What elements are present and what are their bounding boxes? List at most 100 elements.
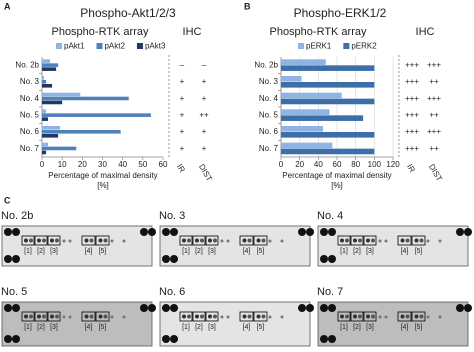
reference-spot: [4, 335, 12, 343]
marker-box: [350, 235, 364, 246]
ihc-score: ++: [429, 110, 439, 119]
ihc-score: +++: [405, 77, 419, 86]
blot-label: No. 2b: [1, 210, 33, 222]
x-tick-label: 80: [351, 160, 360, 169]
spot: [340, 238, 344, 243]
spot: [226, 315, 230, 319]
spot: [24, 314, 28, 319]
blot-label: No. 4: [317, 210, 343, 222]
marker-label: [3]: [366, 248, 374, 255]
marker-label: [2]: [353, 248, 361, 255]
bar: [42, 96, 129, 101]
bar: [42, 84, 53, 88]
legend-label: pERK2: [351, 42, 377, 51]
marker-label: [3]: [50, 248, 58, 255]
category-label: No. 6: [259, 127, 279, 136]
chart-subtitle: Phospho-RTK array: [51, 26, 149, 38]
reference-spot: [170, 304, 178, 312]
marker-box: [81, 311, 96, 322]
spot: [353, 238, 357, 243]
category-label: No. 6: [20, 127, 40, 136]
marker-label: [5]: [415, 324, 423, 331]
legend-label: pAkt2: [104, 42, 125, 51]
reference-spot: [320, 255, 328, 263]
reference-spot: [464, 304, 472, 312]
marker-box: [253, 235, 268, 246]
x-tick-label: 100: [368, 160, 382, 169]
marker-label: [3]: [208, 324, 216, 331]
ihc-score: +++: [427, 60, 441, 69]
spot: [84, 314, 89, 319]
chart-subtitle: Phospho-RTK array: [269, 26, 367, 38]
marker-box: [47, 235, 61, 246]
reference-spot: [12, 255, 20, 263]
ihc-score: +: [202, 94, 207, 103]
spot: [55, 238, 59, 243]
reference-spot: [162, 304, 170, 312]
spot: [226, 239, 230, 243]
ihc-score: +: [202, 127, 207, 136]
blot-label: No. 5: [1, 286, 27, 298]
reference-spot: [328, 335, 336, 343]
bar: [42, 67, 57, 71]
category-label: No. 7: [20, 144, 40, 153]
spot: [400, 238, 405, 243]
spot: [256, 238, 261, 243]
ihc-column: IR: [175, 163, 187, 175]
marker-box: [337, 311, 351, 322]
ihc-score: ++: [429, 144, 439, 153]
spot: [42, 238, 46, 243]
spot: [200, 238, 204, 243]
marker-box: [179, 235, 193, 246]
spot: [220, 315, 224, 319]
spot: [405, 314, 410, 319]
bar: [281, 92, 342, 99]
spot: [98, 238, 103, 243]
spot: [98, 314, 103, 319]
spot: [37, 314, 41, 319]
spot: [400, 314, 405, 319]
spot: [247, 238, 252, 243]
x-tick-label: 0: [40, 160, 45, 169]
bar: [281, 148, 375, 155]
legend-swatch: [343, 43, 350, 49]
marker-box: [363, 235, 377, 246]
x-tick-label: 20: [295, 160, 304, 169]
spot: [62, 315, 66, 319]
reference-spot: [148, 228, 156, 236]
marker-box: [239, 311, 254, 322]
bar: [42, 59, 51, 63]
spot: [213, 238, 217, 243]
chart-title: Phospho-ERK1/2: [294, 6, 387, 20]
ihc-score: +++: [405, 144, 419, 153]
ihc-score: +: [180, 144, 185, 153]
x-tick-label: 10: [58, 160, 67, 169]
category-label: No. 4: [20, 94, 40, 103]
category-label: No. 5: [259, 110, 279, 119]
bar: [42, 100, 63, 105]
reference-spot: [170, 335, 178, 343]
chart-title: Phospho-Akt1/2/3: [80, 6, 176, 20]
panel-letter: B: [244, 1, 251, 11]
marker-box: [411, 311, 426, 322]
marker-label: [4]: [85, 324, 93, 331]
marker-label: [1]: [340, 324, 348, 331]
bar: [42, 126, 61, 130]
category-label: No. 4: [259, 94, 279, 103]
marker-box: [205, 311, 219, 322]
reference-spot: [456, 304, 464, 312]
marker-label: [5]: [257, 248, 265, 255]
category-label: No. 7: [259, 144, 279, 153]
spot: [122, 315, 126, 319]
reference-spot: [320, 228, 328, 236]
spot: [371, 238, 375, 243]
blot-image: [159, 225, 311, 267]
marker-label: [1]: [182, 324, 190, 331]
reference-spot: [320, 304, 328, 312]
marker-label: [4]: [243, 248, 251, 255]
reference-spot: [320, 335, 328, 343]
ihc-score: +: [180, 77, 185, 86]
blot-image: [1, 225, 153, 267]
x-tick-label: 30: [98, 160, 107, 169]
marker-box: [253, 311, 268, 322]
